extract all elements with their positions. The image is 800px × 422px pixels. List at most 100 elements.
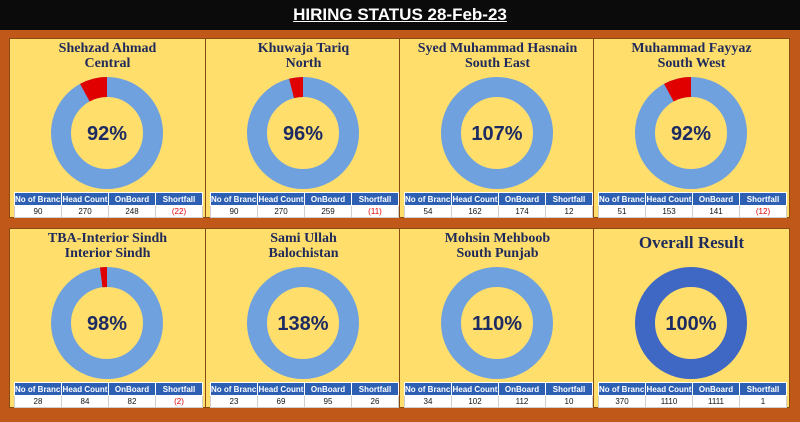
column-header: No of Branch xyxy=(210,382,258,396)
table-cell: 112 xyxy=(498,395,546,408)
donut-ring xyxy=(441,77,553,189)
column-header: Head Count xyxy=(645,192,693,206)
table-cell: 1110 xyxy=(645,395,693,408)
percent-label: 92% xyxy=(87,123,127,145)
shortfall-arc xyxy=(80,77,108,102)
percent-label: 138% xyxy=(277,313,328,335)
region-panel: TBA-Interior Sindh Interior Sindh 98% No of… xyxy=(9,228,206,408)
column-header: OnBoard xyxy=(304,382,352,396)
column-header: Head Count xyxy=(257,382,305,396)
region-panel: Mohsin Mehboob South Punjab 110% No of Bran… xyxy=(399,228,596,408)
donut-chart: 110% xyxy=(441,267,553,379)
column-header: Shortfall xyxy=(351,382,399,396)
table-cell: 90 xyxy=(210,205,258,218)
column-header: Shortfall xyxy=(545,382,593,396)
column-header: Shortfall xyxy=(351,192,399,206)
column-header: Shortfall xyxy=(155,382,203,396)
stats-table: No of Branch Head Count OnBoard Shortfall 90… xyxy=(210,192,399,218)
region-panel: Overall Result 100% No of Branch Head Count… xyxy=(593,228,790,408)
table-cell: 28 xyxy=(14,395,62,408)
table-cell: 141 xyxy=(692,205,740,218)
table-cell: 102 xyxy=(451,395,499,408)
table-cell: 259 xyxy=(304,205,352,218)
donut-chart: 92% xyxy=(51,77,163,189)
donut-chart: 100% xyxy=(635,267,747,379)
region-panel: Muhammad Fayyaz South West 92% No of Branch… xyxy=(593,38,790,218)
table-cell: 1 xyxy=(739,395,787,408)
column-header: Shortfall xyxy=(545,192,593,206)
percent-label: 92% xyxy=(671,123,711,145)
donut-ring xyxy=(247,267,359,379)
column-header: No of Branch xyxy=(404,192,452,206)
column-header: OnBoard xyxy=(498,192,546,206)
header-bar xyxy=(0,0,800,30)
table-cell: (22) xyxy=(155,205,203,218)
column-header: No of Branch xyxy=(598,192,646,206)
column-header: Shortfall xyxy=(739,192,787,206)
column-header: No of Branch xyxy=(14,382,62,396)
donut-chart: 98% xyxy=(51,267,163,379)
column-header: Shortfall xyxy=(739,382,787,396)
column-header: OnBoard xyxy=(692,382,740,396)
table-cell: 54 xyxy=(404,205,452,218)
percent-label: 98% xyxy=(87,313,127,335)
donut-chart: 107% xyxy=(441,77,553,189)
column-header: No of Branch xyxy=(210,192,258,206)
percent-label: 107% xyxy=(471,123,522,145)
table-cell: 84 xyxy=(61,395,109,408)
table-cell: 270 xyxy=(61,205,109,218)
table-cell: 34 xyxy=(404,395,452,408)
table-cell: 1111 xyxy=(692,395,740,408)
column-header: Head Count xyxy=(61,192,109,206)
column-header: Head Count xyxy=(451,382,499,396)
donut-ring xyxy=(441,267,553,379)
table-cell: 23 xyxy=(210,395,258,408)
table-cell: 10 xyxy=(545,395,593,408)
table-cell: 153 xyxy=(645,205,693,218)
column-header: OnBoard xyxy=(108,382,156,396)
stats-table: No of Branch Head Count OnBoard Shortfall 51… xyxy=(598,192,787,218)
region-panel: Shehzad Ahmad Central 92% No of Branch Head … xyxy=(9,38,206,218)
table-cell: 174 xyxy=(498,205,546,218)
column-header: OnBoard xyxy=(108,192,156,206)
table-cell: 270 xyxy=(257,205,305,218)
table-cell: 82 xyxy=(108,395,156,408)
manager-name: Syed Muhammad Hasnain xyxy=(417,41,578,56)
column-header: No of Branch xyxy=(404,382,452,396)
table-cell: 162 xyxy=(451,205,499,218)
column-header: Head Count xyxy=(645,382,693,396)
manager-name: Shehzad Ahmad xyxy=(58,41,157,56)
region-name: South East xyxy=(465,56,530,71)
stats-table: No of Branch Head Count OnBoard Shortfall 54… xyxy=(404,192,593,218)
percent-label: 96% xyxy=(283,123,323,145)
column-header: OnBoard xyxy=(692,192,740,206)
region-name: North xyxy=(285,56,322,71)
region-name: Interior Sindh xyxy=(64,246,151,261)
shortfall-arc xyxy=(664,77,692,102)
column-header: No of Branch xyxy=(14,192,62,206)
manager-name: Mohsin Mehboob xyxy=(444,231,551,246)
region-name: South Punjab xyxy=(456,246,539,261)
manager-name: Khuwaja Tariq xyxy=(257,41,350,56)
stats-table: No of Branch Head Count OnBoard Shortfall 34… xyxy=(404,382,593,408)
page-title: HIRING STATUS 28-Feb-23 xyxy=(293,5,507,24)
donut-chart: 96% xyxy=(247,77,359,189)
column-header: Head Count xyxy=(61,382,109,396)
column-header: Shortfall xyxy=(155,192,203,206)
percent-label: 100% xyxy=(665,313,716,335)
table-cell: 12 xyxy=(545,205,593,218)
donut-ring xyxy=(635,267,747,379)
table-cell: (2) xyxy=(155,395,203,408)
table-cell: 95 xyxy=(304,395,352,408)
column-header: OnBoard xyxy=(304,192,352,206)
table-cell: (11) xyxy=(351,205,399,218)
column-header: Head Count xyxy=(257,192,305,206)
region-name: Central xyxy=(84,56,131,71)
percent-label: 110% xyxy=(472,313,522,335)
table-cell: 26 xyxy=(351,395,399,408)
table-cell: 370 xyxy=(598,395,646,408)
stats-table: No of Branch Head Count OnBoard Shortfall 28… xyxy=(14,382,203,408)
stats-table: No of Branch Head Count OnBoard Shortfall 23… xyxy=(210,382,399,408)
shortfall-arc xyxy=(289,77,304,99)
region-name: South West xyxy=(657,56,726,71)
